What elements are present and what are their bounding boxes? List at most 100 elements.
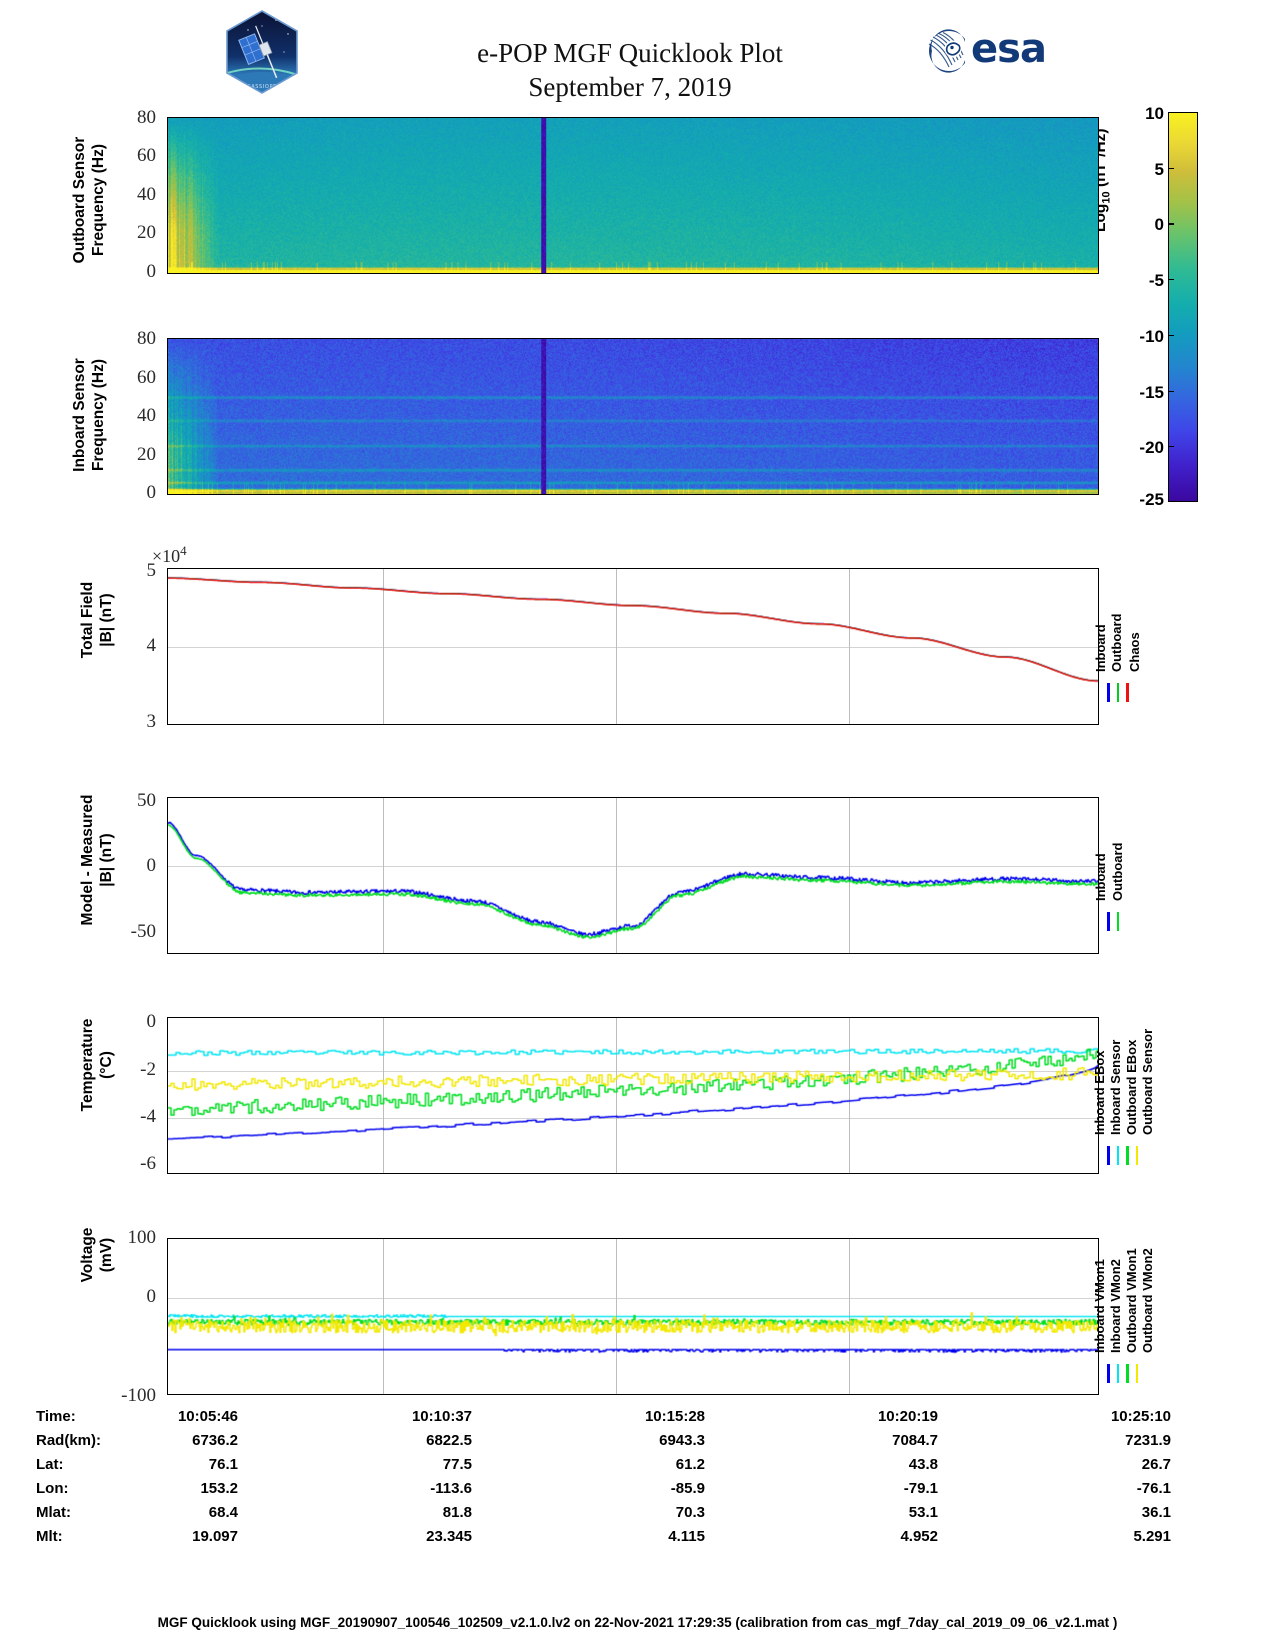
table-row-mlt: Mlt: 19.097 23.345 4.115 4.952 5.291 (0, 1528, 1275, 1552)
ytick: 5 (146, 560, 157, 581)
legend-label: Inboard (1093, 624, 1108, 672)
legend-swatch-outboard (1116, 912, 1119, 931)
legend-swatch-inboard-vmon2 (1116, 1364, 1119, 1383)
table-cell: 5.291 (1133, 1528, 1171, 1545)
model-measured-traces (168, 798, 1098, 953)
table-cell: 6822.5 (426, 1432, 472, 1449)
legend-swatch-outboard-vmon1 (1126, 1364, 1129, 1383)
legend-label: Outboard Sensor (1140, 1028, 1155, 1135)
ytick: -100 (121, 1385, 156, 1406)
ytick: -6 (140, 1153, 156, 1174)
colorbar-tick: -5 (1148, 271, 1164, 291)
colorbar-gradient (1168, 112, 1198, 503)
table-cell: 4.952 (900, 1528, 938, 1545)
legend-swatch-inboard-sensor (1116, 1146, 1119, 1165)
table-cell: 61.2 (675, 1456, 705, 1473)
ytick: 80 (137, 328, 156, 349)
table-cell: -79.1 (903, 1480, 938, 1497)
ytick: 0 (146, 855, 157, 876)
panel-total-field-ylabel: Total Field |B| (nT) (79, 581, 115, 659)
table-row-time: Time: 10:05:46 10:10:37 10:15:28 10:20:1… (0, 1408, 1275, 1432)
table-cell: 23.345 (426, 1528, 472, 1545)
temperature-legend: Inboard EBox Inboard Sensor Outboard EBo… (1092, 1017, 1180, 1197)
ytick: 80 (137, 107, 156, 128)
panel-outboard-ylabel: Outboard Sensor Frequency (Hz) (71, 136, 107, 264)
table-row-rad: Rad(km): 6736.2 6822.5 6943.3 7084.7 723… (0, 1432, 1275, 1456)
ytick: 60 (137, 145, 156, 166)
temperature-axes[interactable] (167, 1017, 1099, 1174)
legend-swatch-inboard-ebox (1107, 1146, 1110, 1165)
total-field-exponent: ×104 (152, 543, 187, 566)
footer-provenance-text: MGF Quicklook using MGF_20190907_100546_… (157, 1615, 1118, 1630)
legend-label: Outboard VMon2 (1140, 1248, 1155, 1353)
ytick: 0 (146, 482, 157, 503)
table-row-mlat: Mlat: 68.4 81.8 70.3 53.1 36.1 (0, 1504, 1275, 1528)
table-cell: 77.5 (442, 1456, 472, 1473)
model-measured-legend: Inboard Outboard (1093, 797, 1174, 957)
svg-text:CASSIOPE: CASSIOPE (247, 84, 277, 90)
legend-label: Chaos (1127, 632, 1142, 672)
table-cell: 10:15:28 (644, 1408, 705, 1425)
legend-swatch-inboard-vmon1 (1107, 1364, 1110, 1383)
table-cell: 68.4 (208, 1504, 238, 1521)
colorbar-tick-labels: 10 5 0 -5 -10 -15 -20 -25 (1124, 104, 1164, 509)
cassiope-mission-patch-icon: CASSIOPE (218, 8, 306, 96)
panel-voltage-ylabel: Voltage (mV) (79, 1227, 115, 1283)
ytick: 40 (137, 184, 156, 205)
table-cell: 6943.3 (659, 1432, 705, 1449)
total-field-legend: Inboard Outboard Chaos (1093, 568, 1174, 728)
legend-swatch-inboard (1107, 912, 1110, 931)
model-measured-axes[interactable] (167, 797, 1099, 954)
colorbar: 10 5 0 -5 -10 -15 -20 -25 Log10 (nT2/Hz) (1090, 104, 1198, 509)
ytick: 4 (146, 635, 157, 656)
legend-label: Inboard (1093, 853, 1108, 901)
outboard-spectrogram-axes[interactable] (167, 117, 1099, 274)
ytick: 0 (146, 1286, 157, 1307)
total-field-traces (168, 569, 1098, 724)
table-cell: 19.097 (192, 1528, 238, 1545)
table-cell: 10:10:37 (411, 1408, 472, 1425)
legend-swatch-outboard (1116, 683, 1119, 702)
voltage-axes[interactable] (167, 1238, 1099, 1395)
table-cell: 6736.2 (192, 1432, 238, 1449)
ytick: 20 (137, 444, 156, 465)
colorbar-tick: -10 (1139, 326, 1164, 346)
table-cell: 7231.9 (1125, 1432, 1171, 1449)
legend-label: Outboard VMon1 (1124, 1248, 1139, 1353)
table-cell: 53.1 (908, 1504, 938, 1521)
colorbar-tick: 5 (1154, 159, 1164, 179)
legend-label: Inboard VMon2 (1108, 1259, 1123, 1353)
legend-label: Outboard (1109, 613, 1124, 673)
colorbar-tick: -25 (1139, 490, 1164, 509)
colorbar-tick: -20 (1139, 438, 1164, 458)
table-cell: 10:25:10 (1110, 1408, 1171, 1425)
row-label: Lon: (36, 1480, 69, 1497)
page-header: CASSIOPE e-POP MGF Quicklook Plot Septem… (0, 0, 1275, 105)
ytick: -2 (140, 1059, 156, 1080)
inboard-spectrogram-axes[interactable] (167, 338, 1099, 495)
legend-label: Inboard VMon1 (1092, 1259, 1107, 1353)
outboard-spectrogram-image (168, 118, 1098, 273)
ytick: 50 (137, 790, 156, 811)
total-field-axes[interactable] (167, 568, 1099, 725)
row-label: Mlt: (36, 1528, 63, 1545)
table-cell: 76.1 (208, 1456, 238, 1473)
title-line-1: e-POP MGF Quicklook Plot (477, 38, 783, 68)
legend-swatch-outboard-ebox (1126, 1146, 1129, 1165)
legend-swatch-inboard (1107, 683, 1110, 702)
ytick: 3 (146, 711, 157, 732)
table-cell: 153.2 (200, 1480, 238, 1497)
page-title: e-POP MGF Quicklook Plot September 7, 20… (330, 36, 930, 104)
table-cell: -113.6 (430, 1480, 472, 1497)
inboard-spectrogram-image (168, 339, 1098, 494)
table-cell: -76.1 (1136, 1480, 1171, 1497)
table-cell: 7084.7 (892, 1432, 938, 1449)
table-cell: 70.3 (675, 1504, 705, 1521)
colorbar-tick: 0 (1154, 215, 1164, 235)
table-cell: 36.1 (1141, 1504, 1171, 1521)
title-line-2: September 7, 2019 (528, 72, 732, 102)
table-cell: 4.115 (668, 1528, 705, 1545)
table-cell: 43.8 (908, 1456, 938, 1473)
table-row-lon: Lon: 153.2 -113.6 -85.9 -79.1 -76.1 (0, 1480, 1275, 1504)
legend-swatch-chaos (1126, 683, 1129, 702)
